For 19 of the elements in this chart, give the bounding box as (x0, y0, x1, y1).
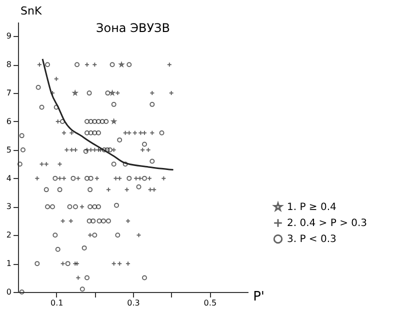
x-axis-title: P' (253, 290, 264, 304)
y-tick-label: 1 (6, 259, 12, 268)
x-tick-label: 0.5 (204, 298, 217, 308)
x-tick-label: 0.1 (50, 298, 64, 308)
y-tick-label: 6 (6, 116, 12, 126)
legend-label: 3. P < 0.3 (287, 234, 336, 245)
y-axis-title: SnK (20, 4, 42, 18)
y-tick-label: 5 (6, 145, 12, 154)
x-tick-label: 0.3 (127, 298, 140, 308)
chart-title: Зона ЭВУЗВ (96, 21, 170, 35)
y-tick-label: 3 (6, 202, 12, 212)
y-tick-label: 8 (6, 60, 12, 70)
legend-label: 1. P ≥ 0.4 (287, 202, 336, 213)
y-tick-label: 9 (6, 32, 12, 41)
y-tick-label: 7 (6, 88, 12, 98)
y-tick-label: 4 (6, 174, 12, 183)
legend-label: 2. 0.4 > P > 0.3 (287, 218, 368, 229)
y-tick-label: 0 (6, 288, 12, 296)
y-tick-label: 2 (6, 230, 12, 240)
